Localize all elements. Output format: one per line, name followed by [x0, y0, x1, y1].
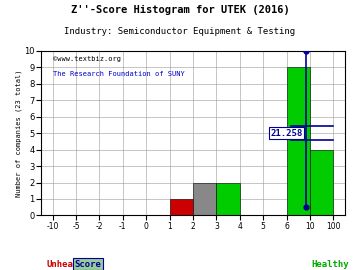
Text: Score: Score: [75, 260, 101, 269]
Bar: [287, 67, 310, 215]
Y-axis label: Number of companies (23 total): Number of companies (23 total): [15, 69, 22, 197]
Text: Unhealthy: Unhealthy: [47, 260, 95, 269]
Text: Industry: Semiconductor Equipment & Testing: Industry: Semiconductor Equipment & Test…: [64, 27, 296, 36]
Text: Healthy: Healthy: [311, 260, 349, 269]
Bar: [310, 150, 333, 215]
Text: The Research Foundation of SUNY: The Research Foundation of SUNY: [53, 71, 184, 77]
Text: 21.258: 21.258: [271, 129, 303, 138]
Bar: [216, 183, 240, 215]
Text: Z''-Score Histogram for UTEK (2016): Z''-Score Histogram for UTEK (2016): [71, 5, 289, 15]
Text: ©www.textbiz.org: ©www.textbiz.org: [53, 56, 121, 62]
Bar: [193, 183, 216, 215]
Bar: [170, 199, 193, 215]
